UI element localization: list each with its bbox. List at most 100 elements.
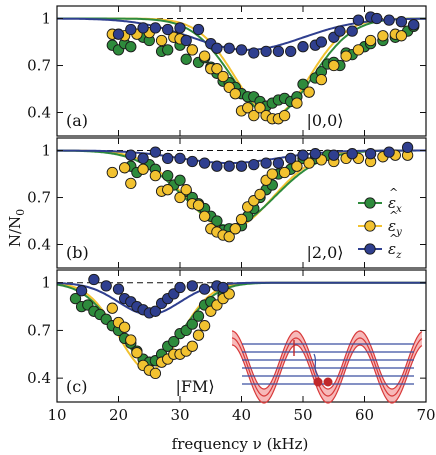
data-point [192,199,205,211]
data-point [174,281,186,294]
data-point [180,184,192,196]
data-point [297,78,309,90]
data-point [291,97,303,109]
panel-tag: (b) [66,243,89,262]
data-point [223,160,235,172]
data-point [303,86,315,98]
data-point [297,149,309,161]
data-point [297,41,309,53]
data-point [137,163,149,175]
x-tick-label: 70 [416,406,435,424]
panel-tag: (a) [66,111,88,130]
data-point [125,41,137,53]
y-tick-label: 0.7 [27,189,51,207]
data-point [303,157,315,169]
x-tick-label: 50 [293,406,312,424]
y-tick-label: 0.7 [27,321,51,339]
x-axis-title: frequency ν (kHz) [172,435,309,453]
data-point [180,34,192,47]
y-tick-label: 1 [41,274,51,292]
x-tick-label: 40 [232,406,251,424]
data-point [125,177,137,190]
data-point [211,63,223,75]
data-point [198,50,211,62]
data-point [174,174,186,186]
data-point [198,283,211,295]
data-point [174,22,186,34]
data-point [371,12,383,25]
data-point [408,19,420,31]
panel-0 [57,11,426,125]
x-tick-label: 20 [109,406,128,424]
data-point [137,22,149,34]
data-point [377,30,389,42]
data-point [223,42,235,54]
data-point [125,149,137,161]
legend-label: εz [388,240,402,261]
legend-label: εy [388,217,402,238]
x-tick-label: 60 [355,406,374,424]
legend-hat: ^ [389,186,398,199]
data-point [125,334,137,346]
data-point [149,146,162,158]
data-point [334,25,346,37]
legend-hat: ^ [389,232,398,245]
data-point [248,47,260,59]
lattice-potential [231,337,423,397]
legend-hat: ^ [389,209,398,222]
data-point [149,22,162,34]
x-tick-label: 10 [47,406,66,424]
data-point [217,70,229,83]
data-point [198,157,211,169]
data-point [168,335,180,348]
lattice-potential [231,344,423,404]
inset-lattice [231,330,423,404]
panel-2 [56,273,426,380]
data-point [278,166,291,179]
panel-1 [57,141,426,243]
data-point [364,34,377,47]
data-point [192,329,205,341]
data-point [186,44,198,56]
data-point [223,231,235,243]
data-point [211,215,223,227]
data-point [155,34,168,47]
data-point [162,169,174,182]
data-point [260,157,272,169]
data-point [328,149,340,161]
data-point [235,44,248,56]
y-axis-title-sub: 0 [14,209,27,216]
data-point [162,44,174,56]
data-point [383,14,395,26]
atom [323,377,333,387]
legend-marker [364,220,376,232]
series-y [106,288,235,380]
data-point [291,160,303,172]
data-point [192,23,205,36]
fit-curve-z [57,281,426,316]
data-point [149,305,162,317]
data-point [180,53,192,65]
state-label: |FM⟩ [175,377,214,396]
data-point [272,45,285,58]
data-point [395,30,408,42]
data-point [309,148,321,160]
series-z [75,273,229,319]
data-point [229,88,241,100]
y-tick-label: 0.4 [27,236,51,254]
y-axis-title-main: N/N [6,216,24,247]
series-z [112,11,420,59]
data-point [242,102,254,114]
data-point [112,28,125,40]
state-label: |2,0⟩ [306,243,343,262]
data-point [383,146,395,158]
data-point [285,152,297,165]
data-point [162,152,174,165]
data-point [315,36,328,48]
data-point [395,16,408,28]
data-point [315,73,328,86]
state-label: |0,0⟩ [306,111,343,130]
data-point [106,166,118,179]
data-point [162,23,174,36]
panel-tag: (c) [66,377,87,396]
